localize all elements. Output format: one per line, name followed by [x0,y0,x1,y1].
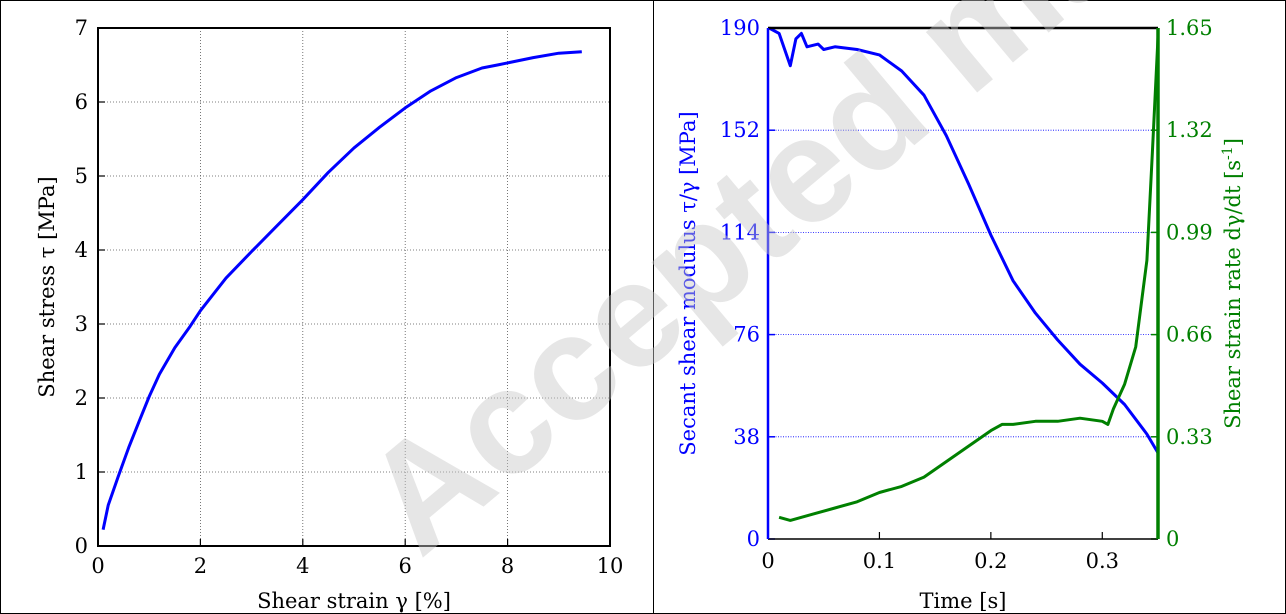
left-x-tick-label: 2 [194,554,207,578]
right-x-axis-label: Time [s] [920,589,1007,613]
left-y-tick-label: 0 [75,534,88,558]
right-chart-frame [653,0,1286,614]
right-x-tick-label: 0 [761,549,774,573]
right-right-y-tick-label: 0 [1166,527,1179,551]
left-y-tick-label: 5 [75,164,88,188]
left-y-ticks: 0 1 2 3 4 5 6 7 [75,16,105,558]
right-axes-lines [766,26,1160,540]
left-series-group [101,50,582,531]
right-left-y-tick-label: 114 [720,220,760,244]
right-left-y-axis-label: Secant shear modulus τ/γ [MPa] [676,111,700,455]
strain-rate-series-line [778,37,1160,522]
right-x-ticks: 0 0.1 0.2 0.3 [761,532,1119,573]
modulus-series-line [768,26,1160,454]
left-y-tick-label: 6 [75,90,88,114]
right-left-y-tick-label: 190 [720,16,760,40]
left-series-line [101,50,582,531]
left-y-tick-label: 3 [75,312,88,336]
right-left-y-tick-label: 152 [720,118,760,142]
left-y-tick-label: 1 [75,460,88,484]
right-right-y-axis-label: Shear strain rate dγ/dt [s-1] [1220,138,1245,429]
left-plot-box [97,27,611,547]
right-series-group [768,26,1160,522]
right-right-y-tick-label: 0.33 [1166,425,1213,449]
left-x-tick-label: 4 [296,554,309,578]
left-x-tick-label: 10 [597,554,624,578]
right-x-tick-label: 0.2 [974,549,1007,573]
right-right-y-tick-label: 0.66 [1166,323,1213,347]
left-x-tick-label: 0 [91,554,104,578]
right-right-y-ticks: 0 0.33 0.66 0.99 1.32 1.65 [1151,16,1213,551]
right-left-y-tick-label: 0 [747,527,760,551]
left-y-tick-label: 2 [75,386,88,410]
right-x-tick-label: 0.3 [1086,549,1119,573]
left-x-tick-label: 6 [399,554,412,578]
left-x-axis-label: Shear strain γ [%] [257,589,451,613]
left-y-tick-label: 7 [75,16,88,40]
left-y-tick-label: 4 [75,238,88,262]
left-y-axis-label: Shear stress τ [MPa] [35,176,59,397]
right-right-y-tick-label: 1.65 [1166,16,1213,40]
right-left-y-ticks: 0 38 76 114 152 190 [720,16,775,551]
right-right-y-tick-label: 0.99 [1166,220,1213,244]
right-right-y-tick-label: 1.32 [1166,118,1213,142]
right-chart: 0 0.1 0.2 0.3 0 38 76 114 152 190 0 0.33 0.66 0.99 1… [676,16,1245,613]
right-gridlines [768,129,1158,438]
left-chart: 0 2 4 6 8 10 0 1 2 3 4 5 6 7 Shear strain γ [%] Shea… [35,16,623,613]
left-x-tick-label: 8 [501,554,514,578]
right-left-y-tick-label: 76 [733,323,760,347]
left-x-ticks: 0 2 4 6 8 10 [91,539,623,578]
right-left-y-tick-label: 38 [733,425,760,449]
right-x-tick-label: 0.1 [863,549,896,573]
